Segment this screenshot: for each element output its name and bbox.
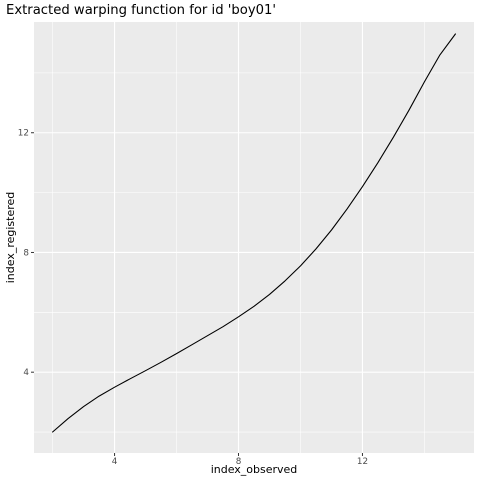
grid-lines bbox=[34, 22, 474, 453]
warping-function-line bbox=[52, 33, 456, 433]
y-axis-title: index_registered bbox=[4, 192, 17, 284]
y-tick-label: 4 bbox=[23, 368, 29, 378]
y-tick-label: 12 bbox=[18, 129, 29, 139]
x-tick-label: 12 bbox=[357, 457, 368, 467]
y-tick-label: 8 bbox=[23, 248, 29, 258]
axis-ticks: 4 8 12 4 8 12 bbox=[18, 129, 368, 467]
x-tick-label: 4 bbox=[112, 457, 118, 467]
panel-background bbox=[34, 22, 474, 453]
x-tick-label: 8 bbox=[236, 457, 242, 467]
series-layer bbox=[52, 33, 456, 433]
x-axis-title: index_observed bbox=[211, 463, 298, 476]
chart-title: Extracted warping function for id 'boy01… bbox=[6, 3, 276, 18]
